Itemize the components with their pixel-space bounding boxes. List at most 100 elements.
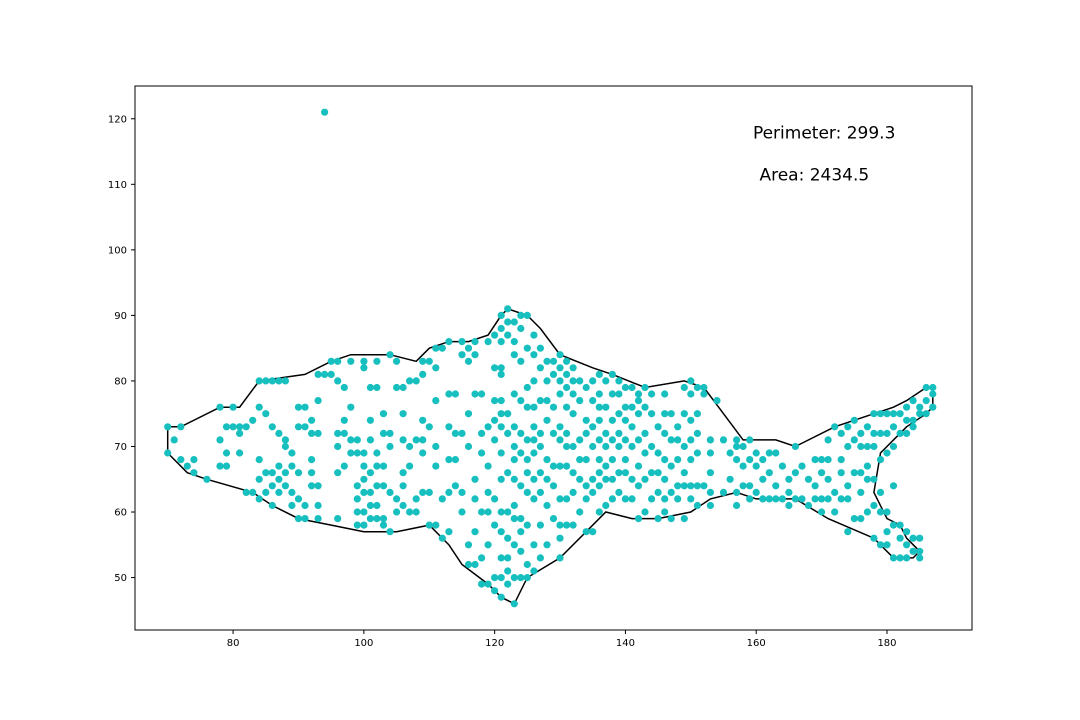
- data-point: [824, 495, 832, 503]
- data-point: [850, 416, 858, 424]
- data-point: [870, 442, 878, 451]
- data-point: [628, 383, 636, 392]
- data-point: [589, 528, 597, 536]
- data-point: [464, 442, 473, 451]
- data-point: [641, 383, 649, 392]
- data-point: [530, 377, 538, 385]
- data-point: [863, 475, 872, 483]
- data-point: [876, 456, 885, 464]
- x-tick-label: 140: [616, 638, 635, 649]
- data-point: [536, 521, 545, 529]
- data-point: [556, 364, 564, 372]
- data-point: [262, 488, 270, 496]
- data-point: [667, 515, 675, 523]
- data-point: [706, 436, 715, 444]
- data-point: [549, 462, 558, 470]
- data-point: [504, 534, 512, 542]
- data-point: [903, 528, 911, 536]
- data-point: [445, 456, 453, 464]
- data-point: [510, 442, 518, 451]
- data-point: [373, 501, 381, 510]
- data-point: [667, 410, 675, 418]
- data-point: [366, 501, 374, 510]
- data-point: [719, 436, 728, 444]
- data-point: [510, 501, 518, 510]
- data-point: [680, 410, 688, 418]
- data-point: [791, 442, 800, 451]
- data-point: [458, 508, 466, 516]
- data-point: [327, 370, 335, 378]
- data-point: [602, 501, 610, 510]
- data-point: [510, 541, 518, 549]
- data-point: [589, 475, 597, 483]
- data-point: [536, 442, 545, 451]
- data-point: [818, 495, 826, 503]
- data-point: [497, 449, 505, 457]
- data-point: [903, 541, 911, 549]
- data-point: [687, 495, 695, 503]
- data-point: [922, 383, 930, 392]
- data-point: [850, 436, 858, 444]
- data-point: [687, 416, 695, 424]
- data-point: [602, 475, 610, 483]
- x-tick-label: 120: [485, 638, 504, 649]
- data-point: [595, 508, 603, 516]
- data-point: [255, 377, 263, 385]
- data-point: [752, 488, 760, 496]
- data-point: [517, 528, 525, 536]
- data-point: [523, 344, 531, 352]
- data-point: [909, 397, 917, 405]
- data-point: [804, 501, 813, 510]
- data-point: [706, 501, 715, 510]
- data-point: [563, 383, 571, 392]
- data-point: [451, 429, 459, 437]
- data-point: [641, 403, 649, 411]
- data-point: [889, 423, 898, 431]
- data-point: [523, 436, 531, 444]
- data-point: [222, 449, 231, 457]
- data-point: [510, 574, 518, 582]
- data-point: [615, 377, 623, 385]
- data-point: [876, 410, 885, 418]
- data-point: [321, 370, 329, 378]
- data-point: [308, 482, 316, 490]
- data-point: [569, 469, 577, 477]
- data-point: [661, 508, 669, 516]
- data-point: [510, 423, 518, 431]
- data-point: [471, 495, 479, 503]
- data-point: [458, 351, 466, 359]
- data-point: [621, 469, 630, 477]
- data-point: [445, 528, 453, 536]
- data-point: [543, 416, 551, 424]
- data-point: [301, 501, 309, 510]
- data-point: [857, 429, 865, 437]
- data-point: [563, 521, 571, 529]
- data-point: [491, 521, 499, 529]
- data-point: [314, 370, 322, 378]
- data-point: [602, 442, 610, 451]
- data-point: [654, 488, 662, 496]
- data-point: [719, 488, 728, 496]
- data-point: [340, 383, 348, 392]
- data-point: [876, 541, 885, 549]
- data-point: [536, 397, 545, 405]
- data-point: [281, 436, 289, 444]
- data-point: [438, 495, 446, 503]
- data-point: [497, 593, 505, 601]
- data-point: [876, 488, 885, 496]
- data-point: [634, 410, 643, 418]
- data-point: [373, 515, 381, 523]
- data-point: [615, 488, 623, 496]
- data-point: [432, 521, 440, 529]
- x-tick-label: 80: [227, 638, 240, 649]
- data-point: [929, 390, 937, 398]
- data-point: [628, 442, 636, 451]
- data-point: [857, 515, 865, 523]
- data-point: [504, 429, 512, 437]
- data-point: [530, 436, 538, 444]
- data-point: [386, 351, 394, 359]
- data-point: [909, 547, 917, 555]
- data-point: [491, 364, 499, 372]
- data-point: [706, 488, 715, 496]
- data-point: [497, 410, 505, 418]
